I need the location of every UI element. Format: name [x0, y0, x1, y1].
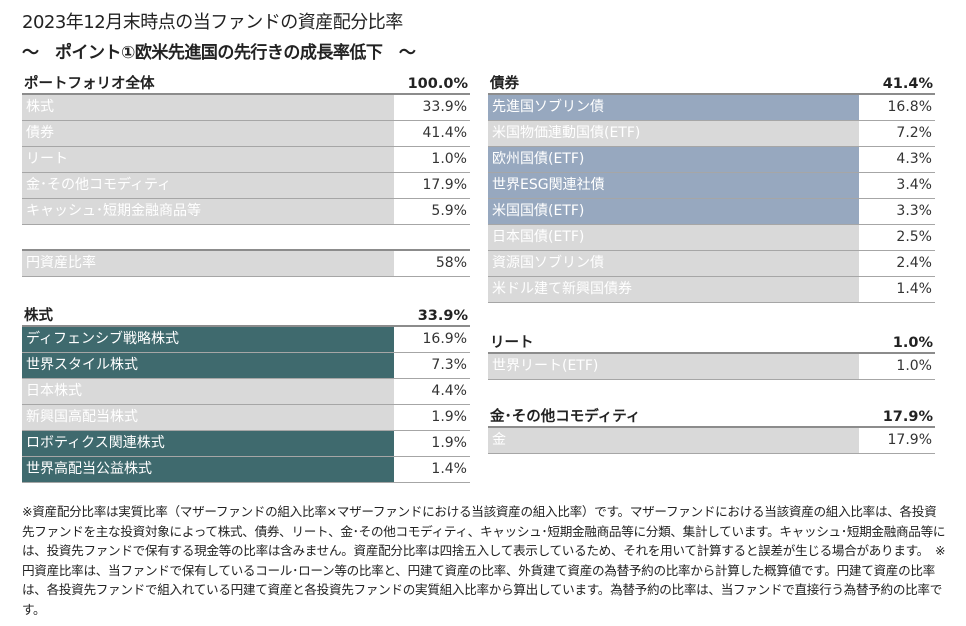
row-value: 4.4%: [431, 383, 467, 399]
bonds-table: 債券 41.4% 先進国ソブリン債 16.8% 米国物価連動国債(ETF) 7.2% 欧州国…: [488, 75, 935, 303]
row-value: 5.9%: [431, 203, 467, 219]
table-row: 米国国債(ETF) 3.3%: [488, 199, 935, 225]
table-row: 欧州国債(ETF) 4.3%: [488, 147, 935, 173]
row-value: 33.9%: [422, 99, 467, 115]
row-value: 17.9%: [887, 432, 932, 448]
row-value: 4.3%: [896, 151, 932, 167]
row-label: 世界リート(ETF): [488, 354, 860, 379]
row-label: 先進国ソブリン債: [488, 95, 860, 120]
table-row: 日本国債(ETF) 2.5%: [488, 225, 935, 251]
table-header: リート 1.0%: [488, 334, 935, 354]
yen-ratio-table: 円資産比率 58%: [22, 249, 470, 277]
header-label: 債券: [490, 76, 519, 92]
row-value: 1.4%: [431, 461, 467, 477]
table-row: 新興国高配当株式 1.9%: [22, 405, 470, 431]
row-value: 2.5%: [896, 229, 932, 245]
row-value: 2.4%: [896, 255, 932, 271]
row-label: 債券: [22, 121, 395, 146]
row-label: 米ドル建て新興国債券: [488, 277, 860, 302]
row-value: 1.0%: [431, 151, 467, 167]
table-row: 円資産比率 58%: [22, 251, 470, 277]
row-value: 17.9%: [422, 177, 467, 193]
row-label: 円資産比率: [22, 251, 395, 276]
row-value: 1.0%: [896, 358, 932, 374]
header-label: ポートフォリオ全体: [24, 76, 155, 92]
table-row: 先進国ソブリン債 16.8%: [488, 95, 935, 121]
row-label: 世界ESG関連社債: [488, 173, 860, 198]
row-label: 株式: [22, 95, 395, 120]
header-total: 100.0%: [407, 76, 468, 92]
row-label: リート: [22, 147, 395, 172]
table-header: ポートフォリオ全体 100.0%: [22, 75, 470, 95]
table-row: 株式 33.9%: [22, 95, 470, 121]
header-label: 株式: [24, 308, 53, 324]
row-label: 金: [488, 428, 860, 453]
page-title: 2023年12月末時点の当ファンドの資産配分比率: [22, 12, 403, 33]
row-value: 3.4%: [896, 177, 932, 193]
row-value: 16.9%: [422, 331, 467, 347]
portfolio-table: ポートフォリオ全体 100.0% 株式 33.9% 債券 41.4% リート 1.0% 金･その…: [22, 75, 470, 225]
table-header: 株式 33.9%: [22, 307, 470, 327]
row-value: 1.4%: [896, 281, 932, 297]
header-label: リート: [490, 335, 534, 351]
reit-table: リート 1.0% 世界リート(ETF) 1.0%: [488, 334, 935, 380]
stocks-table: 株式 33.9% ディフェンシブ戦略株式 16.9% 世界スタイル株式 7.3% 日本株式 4…: [22, 307, 470, 483]
table-row: 世界高配当公益株式 1.4%: [22, 457, 470, 483]
row-value: 7.2%: [896, 125, 932, 141]
row-label: ロボティクス関連株式: [22, 431, 395, 456]
header-total: 17.9%: [882, 409, 933, 425]
header-total: 1.0%: [892, 335, 933, 351]
table-row: 債券 41.4%: [22, 121, 470, 147]
table-header: 金･その他コモディティ 17.9%: [488, 408, 935, 428]
row-value: 16.8%: [887, 99, 932, 115]
row-label: ディフェンシブ戦略株式: [22, 327, 395, 352]
header-label: 金･その他コモディティ: [490, 409, 641, 425]
row-value: 1.9%: [431, 409, 467, 425]
row-label: 資源国ソブリン債: [488, 251, 860, 276]
row-label: キャッシュ･短期金融商品等: [22, 199, 395, 224]
page-subtitle: ～ ポイント①欧米先進国の先行きの成長率低下 ～: [22, 43, 416, 63]
table-row: 世界リート(ETF) 1.0%: [488, 354, 935, 380]
table-row: 資源国ソブリン債 2.4%: [488, 251, 935, 277]
row-label: 欧州国債(ETF): [488, 147, 860, 172]
table-row: 金 17.9%: [488, 428, 935, 454]
gold-table: 金･その他コモディティ 17.9% 金 17.9%: [488, 408, 935, 454]
row-label: 米国国債(ETF): [488, 199, 860, 224]
row-value: 41.4%: [422, 125, 467, 141]
table-row: ロボティクス関連株式 1.9%: [22, 431, 470, 457]
row-label: 金･その他コモディティ: [22, 173, 395, 198]
table-row: キャッシュ･短期金融商品等 5.9%: [22, 199, 470, 225]
row-label: 日本国債(ETF): [488, 225, 860, 250]
table-row: ディフェンシブ戦略株式 16.9%: [22, 327, 470, 353]
row-value: 7.3%: [431, 357, 467, 373]
row-value: 3.3%: [896, 203, 932, 219]
table-row: リート 1.0%: [22, 147, 470, 173]
row-value: 1.9%: [431, 435, 467, 451]
table-row: 金･その他コモディティ 17.9%: [22, 173, 470, 199]
row-label: 米国物価連動国債(ETF): [488, 121, 860, 146]
row-value: 58%: [435, 255, 467, 271]
table-row: 米国物価連動国債(ETF) 7.2%: [488, 121, 935, 147]
header-total: 41.4%: [882, 76, 933, 92]
row-label: 新興国高配当株式: [22, 405, 395, 430]
row-label: 世界高配当公益株式: [22, 457, 395, 482]
table-row: 米ドル建て新興国債券 1.4%: [488, 277, 935, 303]
table-row: 日本株式 4.4%: [22, 379, 470, 405]
table-header: 債券 41.4%: [488, 75, 935, 95]
footnote: ※資産配分比率は実質比率（マザーファンドの組入比率×マザーファンドにおける当該資…: [22, 504, 946, 617]
header-total: 33.9%: [417, 308, 468, 324]
table-row: 世界スタイル株式 7.3%: [22, 353, 470, 379]
row-label: 世界スタイル株式: [22, 353, 395, 378]
table-row: 世界ESG関連社債 3.4%: [488, 173, 935, 199]
row-label: 日本株式: [22, 379, 395, 404]
